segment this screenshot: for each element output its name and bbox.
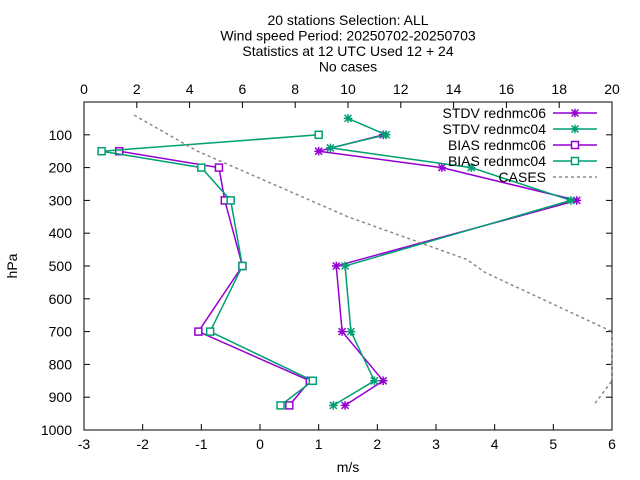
legend-label: BIAS rednmc06 — [448, 137, 546, 153]
title-line: Statistics at 12 UTC Used 12 + 24 — [242, 43, 453, 59]
data-point — [337, 327, 347, 336]
x-top-tick-label: 4 — [186, 81, 194, 97]
data-point — [378, 376, 388, 386]
x-axis-label: m/s — [337, 459, 360, 475]
data-point — [331, 261, 341, 271]
y-tick-label: 300 — [49, 192, 73, 208]
data-point — [97, 146, 106, 156]
data-point — [340, 261, 350, 271]
title-line: Wind speed Period: 20250702-20250703 — [220, 28, 476, 44]
series-stdv-rednmc04 — [326, 114, 576, 410]
y-tick-label: 400 — [49, 225, 73, 241]
title-line: No cases — [319, 59, 377, 75]
legend-label: STDV rednmc06 — [443, 105, 547, 121]
y-tick-label: 900 — [49, 389, 73, 405]
series-line — [101, 134, 319, 406]
x-bottom-tick-label: -2 — [136, 436, 149, 452]
data-point — [214, 163, 224, 172]
data-point — [570, 156, 580, 166]
x-bottom-tick-label: 4 — [491, 436, 499, 452]
x-bottom-tick-label: 6 — [608, 436, 616, 452]
x-top-tick-label: 10 — [340, 81, 356, 97]
data-point — [197, 163, 206, 172]
legend-label: BIAS rednmc04 — [448, 153, 546, 169]
axes: -3 -2 -1 0 1 2 3 4 5 60 2 4 6 8 10 12 14 16 18 201002003004… — [4, 81, 620, 475]
data-point — [343, 114, 353, 123]
x-bottom-tick-label: 1 — [315, 436, 323, 452]
series-cases — [133, 114, 613, 406]
y-tick-label: 600 — [49, 291, 73, 307]
x-bottom-tick-label: 2 — [373, 436, 381, 452]
x-top-tick-label: 12 — [393, 81, 409, 97]
series-bias-rednmc04 — [97, 130, 323, 410]
series-line — [133, 114, 613, 406]
data-point — [329, 401, 338, 410]
x-top-tick-label: 0 — [80, 81, 88, 97]
y-tick-label: 700 — [49, 324, 73, 340]
data-point — [381, 130, 391, 140]
x-top-tick-label: 2 — [133, 81, 141, 97]
data-point — [570, 108, 580, 118]
y-tick-label: 800 — [49, 356, 73, 372]
data-point — [437, 163, 447, 172]
legend-label: STDV rednmc04 — [443, 121, 547, 137]
data-point — [326, 143, 335, 153]
x-top-tick-label: 6 — [239, 81, 247, 97]
x-top-tick-label: 8 — [291, 81, 299, 97]
data-point — [570, 140, 580, 150]
data-point — [285, 401, 294, 410]
data-point — [570, 124, 580, 134]
x-bottom-tick-label: -3 — [78, 436, 91, 452]
y-tick-label: 500 — [49, 258, 73, 274]
data-point — [226, 196, 235, 205]
x-bottom-tick-label: 3 — [432, 436, 440, 452]
y-tick-label: 200 — [49, 160, 73, 176]
series-bias-rednmc06 — [114, 146, 315, 410]
x-top-tick-label: 14 — [446, 81, 462, 97]
data-point — [308, 376, 318, 386]
data-point — [238, 261, 247, 271]
x-bottom-tick-label: 5 — [549, 436, 557, 452]
x-top-tick-label: 20 — [604, 81, 620, 97]
data-point — [314, 130, 323, 140]
legend-label: CASES — [499, 169, 546, 185]
y-axis-label: hPa — [4, 253, 20, 278]
x-bottom-tick-label: 0 — [256, 436, 264, 452]
data-point — [572, 196, 582, 205]
x-bottom-tick-label: -1 — [195, 436, 208, 452]
series-line — [119, 150, 312, 406]
data-point — [194, 327, 203, 336]
data-point — [370, 376, 379, 386]
data-point — [276, 401, 285, 410]
data-point — [466, 163, 476, 172]
data-point — [314, 146, 323, 156]
title-line: 20 stations Selection: ALL — [267, 12, 428, 28]
data-point — [346, 327, 356, 336]
data-point — [566, 196, 576, 205]
x-top-tick-label: 16 — [499, 81, 515, 97]
series-layer — [97, 114, 613, 410]
x-top-tick-label: 18 — [551, 81, 567, 97]
data-point — [340, 401, 350, 410]
y-tick-label: 1000 — [41, 422, 72, 438]
y-tick-label: 100 — [49, 127, 73, 143]
data-point — [205, 327, 215, 336]
